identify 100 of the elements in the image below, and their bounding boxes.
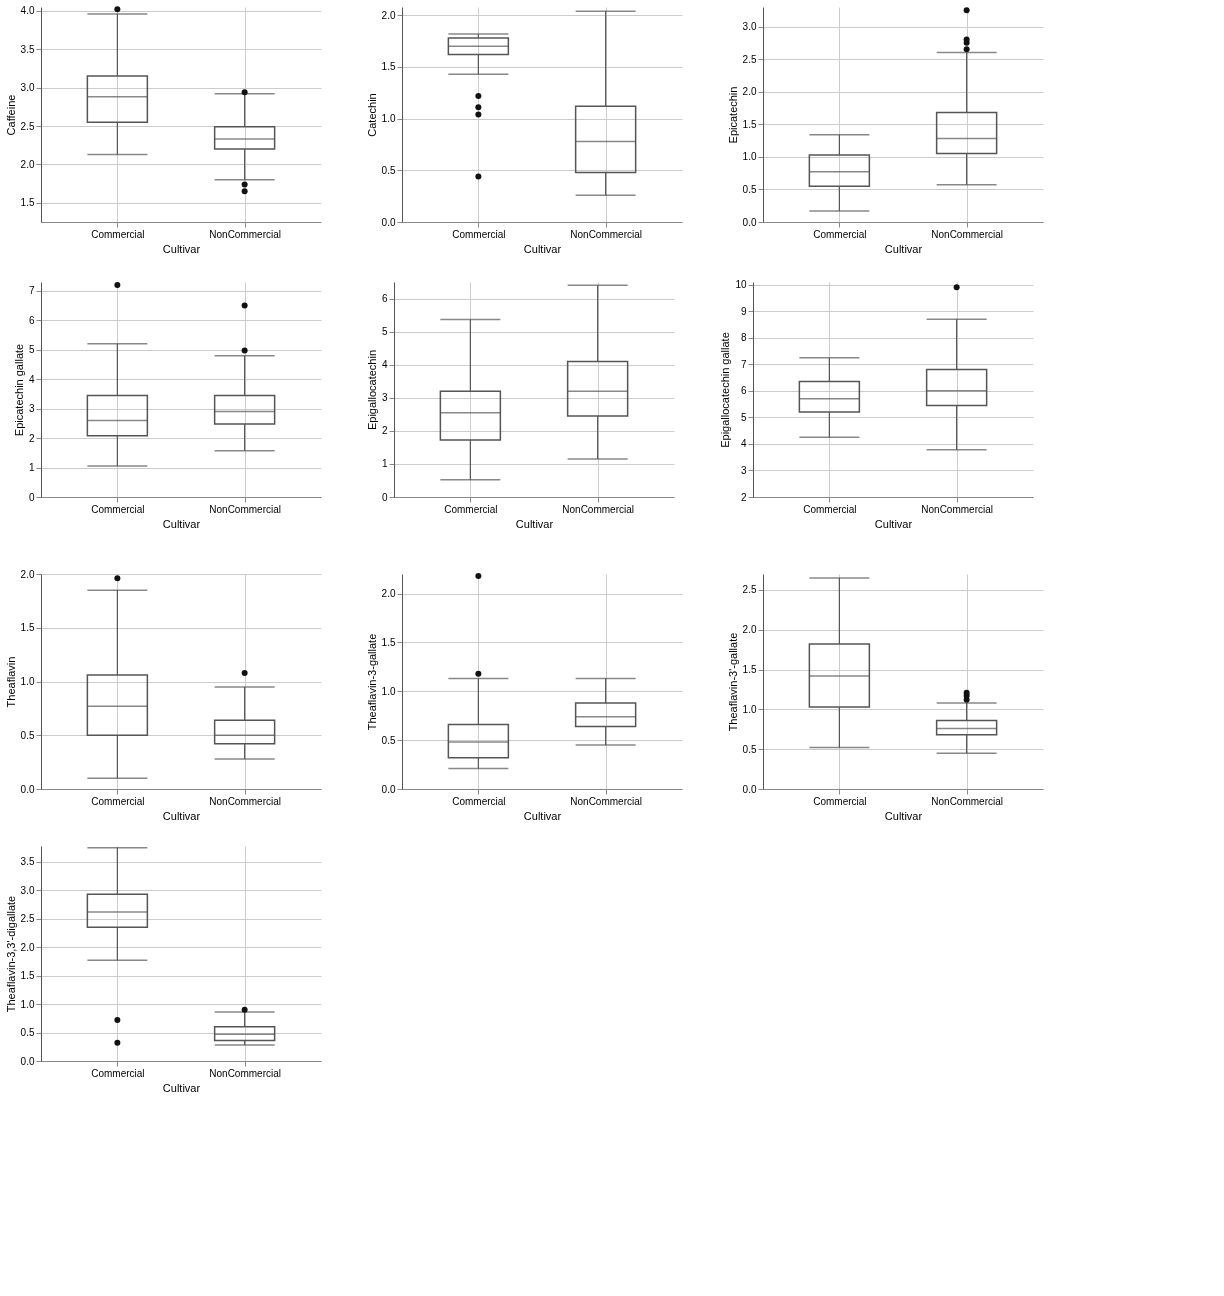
y-tick-label: 1.0 bbox=[381, 113, 396, 125]
y-tick-label: 0.5 bbox=[742, 743, 757, 755]
y-tick-label: 1.5 bbox=[381, 636, 396, 648]
y-axis-title: Epicatechin bbox=[726, 86, 739, 144]
x-axis-title: Cultivar bbox=[884, 242, 923, 255]
y-tick-label: 6 bbox=[381, 293, 388, 305]
x-axis-title: Cultivar bbox=[162, 1081, 201, 1094]
y-tick-label: 0.0 bbox=[742, 783, 757, 795]
x-axis-title: Cultivar bbox=[515, 517, 554, 530]
y-tick-label: 3.0 bbox=[20, 82, 35, 94]
y-tick-label: 1.5 bbox=[20, 197, 35, 209]
x-tick-label: NonCommercial bbox=[209, 1067, 281, 1079]
y-tick-label: 5 bbox=[740, 411, 747, 423]
y-tick-label: 2.0 bbox=[742, 86, 757, 98]
x-tick-label: Commercial bbox=[803, 503, 857, 515]
y-tick-label: 2.0 bbox=[20, 568, 35, 580]
x-tick-label: NonCommercial bbox=[570, 795, 642, 807]
y-tick-label: 1.5 bbox=[20, 622, 35, 634]
x-tick-label: Commercial bbox=[444, 503, 498, 515]
x-axis-title: Cultivar bbox=[523, 809, 562, 822]
y-tick-label: 2.5 bbox=[20, 913, 35, 925]
y-tick-label: 4 bbox=[28, 373, 35, 385]
y-axis-title: Theaflavin-3,3'-digallate bbox=[4, 895, 17, 1013]
y-tick-label: 0.5 bbox=[20, 1027, 35, 1039]
x-tick-label: Commercial bbox=[452, 795, 506, 807]
y-tick-label: 4 bbox=[381, 359, 388, 371]
y-tick-label: 0 bbox=[28, 491, 35, 503]
y-tick-label: 7 bbox=[740, 358, 747, 370]
y-tick-label: 1 bbox=[381, 458, 388, 470]
y-tick-label: 1.0 bbox=[20, 998, 35, 1010]
y-tick-label: 1.5 bbox=[20, 970, 35, 982]
y-tick-label: 6 bbox=[28, 314, 35, 326]
x-axis-title: Cultivar bbox=[523, 242, 562, 255]
y-tick-label: 0.0 bbox=[20, 1055, 35, 1067]
y-tick-label: 3 bbox=[381, 392, 388, 404]
y-tick-label: 1.0 bbox=[742, 703, 757, 715]
x-tick-label: NonCommercial bbox=[931, 795, 1003, 807]
x-tick-label: NonCommercial bbox=[921, 503, 993, 515]
y-tick-label: 1.5 bbox=[742, 118, 757, 130]
x-tick-label: NonCommercial bbox=[209, 795, 281, 807]
y-tick-label: 1.0 bbox=[20, 676, 35, 687]
y-tick-label: 0.0 bbox=[381, 783, 396, 795]
y-tick-label: 2.0 bbox=[20, 158, 35, 170]
y-tick-label: 3.0 bbox=[742, 21, 757, 33]
x-axis-title: Cultivar bbox=[162, 242, 201, 255]
y-tick-label: 1.0 bbox=[381, 685, 396, 697]
y-tick-label: 2.0 bbox=[20, 941, 35, 953]
y-tick-label: 0.0 bbox=[381, 216, 396, 228]
y-tick-label: 2 bbox=[740, 491, 747, 503]
y-tick-label: 0 bbox=[381, 491, 388, 503]
x-tick-label: Commercial bbox=[813, 795, 867, 807]
y-tick-label: 1 bbox=[28, 462, 35, 474]
y-tick-label: 5 bbox=[28, 344, 35, 356]
x-axis-title: Cultivar bbox=[162, 517, 201, 530]
y-tick-label: 2.0 bbox=[381, 588, 396, 600]
y-axis-title: Theaflavin-3-gallate bbox=[365, 633, 378, 731]
y-tick-label: 0.0 bbox=[20, 783, 35, 795]
y-tick-label: 9 bbox=[740, 305, 747, 317]
y-tick-label: 0.5 bbox=[381, 734, 396, 746]
y-tick-label: 1.5 bbox=[742, 664, 757, 676]
y-tick-label: 3.5 bbox=[20, 43, 35, 55]
x-tick-label: Commercial bbox=[91, 503, 145, 515]
y-tick-label: 8 bbox=[740, 332, 747, 344]
y-axis-title: Caffeine bbox=[4, 94, 17, 136]
x-axis-title: Cultivar bbox=[874, 517, 913, 530]
x-tick-label: NonCommercial bbox=[931, 228, 1003, 240]
y-axis-title: Theaflavin-3'-gallate bbox=[726, 632, 739, 732]
y-tick-label: 7 bbox=[28, 285, 35, 297]
y-axis-title: Theaflavin bbox=[4, 656, 17, 708]
y-tick-label: 2.5 bbox=[742, 584, 757, 596]
x-tick-label: NonCommercial bbox=[209, 503, 281, 515]
y-tick-label: 2 bbox=[28, 432, 35, 444]
y-tick-label: 4.0 bbox=[20, 5, 35, 17]
y-tick-label: 2.0 bbox=[742, 624, 757, 636]
x-tick-label: Commercial bbox=[91, 228, 145, 240]
x-tick-label: Commercial bbox=[91, 1067, 145, 1079]
x-tick-label: Commercial bbox=[91, 795, 145, 807]
y-tick-label: 1.5 bbox=[381, 61, 396, 73]
x-tick-label: NonCommercial bbox=[209, 228, 281, 240]
x-tick-label: NonCommercial bbox=[570, 228, 642, 240]
y-tick-label: 10 bbox=[735, 279, 747, 291]
x-tick-label: Commercial bbox=[452, 228, 506, 240]
y-tick-label: 1.0 bbox=[742, 151, 757, 163]
y-tick-label: 3 bbox=[740, 464, 747, 476]
y-tick-label: 3 bbox=[28, 403, 35, 415]
y-axis-title: Epigallocatechin gallate bbox=[719, 332, 732, 448]
x-tick-label: Commercial bbox=[813, 228, 867, 240]
y-tick-label: 0.0 bbox=[742, 216, 757, 228]
y-tick-label: 3.5 bbox=[20, 856, 35, 868]
y-tick-label: 0.5 bbox=[20, 729, 35, 741]
y-tick-label: 5 bbox=[381, 326, 388, 338]
y-tick-label: 2.0 bbox=[381, 9, 396, 21]
y-axis-title: Epicatechin gallate bbox=[12, 343, 25, 437]
y-tick-label: 3.0 bbox=[20, 884, 35, 896]
y-tick-label: 0.5 bbox=[381, 164, 396, 176]
x-tick-label: NonCommercial bbox=[562, 503, 634, 515]
x-axis-title: Cultivar bbox=[162, 809, 201, 822]
y-tick-label: 2.5 bbox=[742, 53, 757, 65]
y-axis-title: Epigallocatechin bbox=[365, 349, 378, 431]
y-tick-label: 4 bbox=[740, 438, 747, 450]
